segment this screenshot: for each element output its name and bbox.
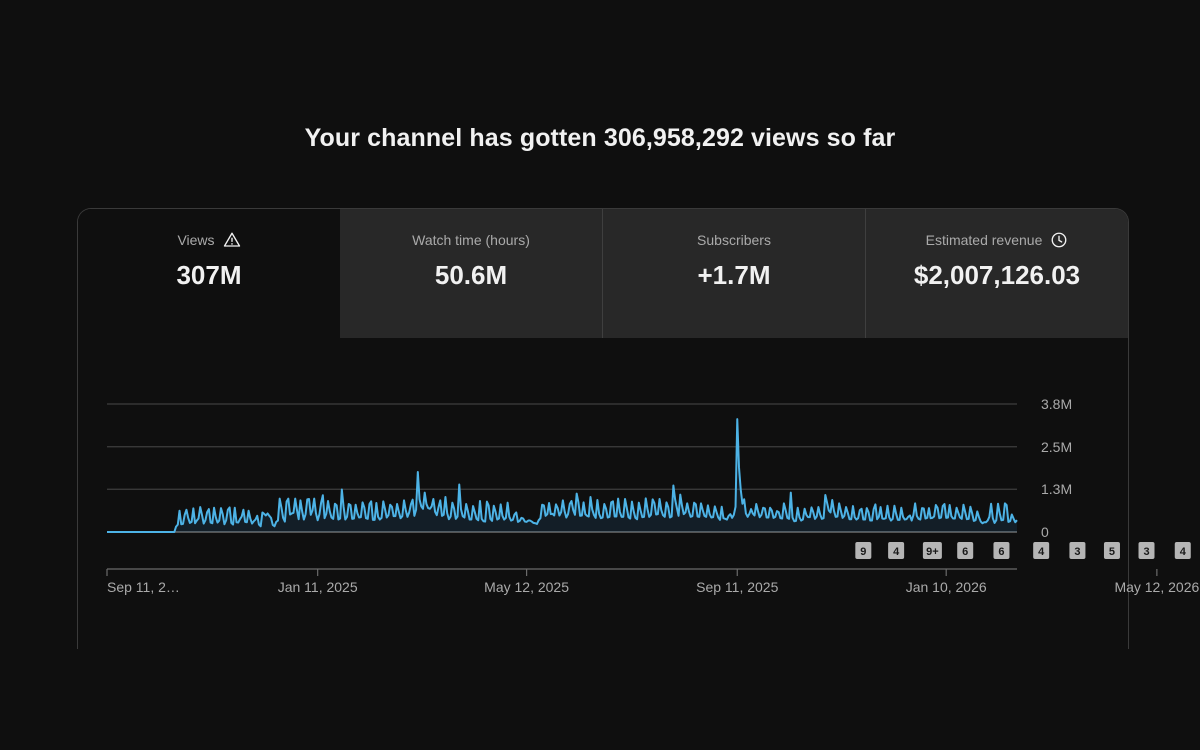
x-tick-label: May 12, 2026 [1114,579,1199,595]
event-badge[interactable]: 4 [1174,542,1191,559]
clock-icon[interactable] [1050,231,1068,249]
warning-icon[interactable] [223,231,241,249]
tab-label: Estimated revenue [925,232,1043,248]
tab-label: Watch time (hours) [412,232,530,248]
y-tick-label: 3.8M [1041,396,1072,412]
event-badge[interactable]: 3 [1069,542,1086,559]
x-tick-label: Jan 11, 2025 [278,579,358,595]
x-tick-label: Sep 11, 2025 [696,579,778,595]
x-tick-label: May 12, 2025 [484,579,569,595]
event-badge-label: 3 [1074,546,1080,558]
event-badge[interactable]: 6 [957,542,974,559]
event-badge[interactable]: 9+ [922,542,942,559]
x-tick-label: Sep 11, 2… [107,579,180,595]
metric-tabs: Views 307M Watch time (hours) 50.6M Subs… [78,209,1128,338]
tab-label: Views [177,232,215,248]
event-badge-label: 6 [962,546,968,558]
event-badge[interactable]: 3 [1138,542,1155,559]
tab-value: $2,007,126.03 [913,260,1081,290]
tab-estimated-revenue[interactable]: Estimated revenue $2,007,126.03 [865,209,1128,338]
page-headline: Your channel has gotten 306,958,292 view… [304,124,896,152]
series-line [107,418,1018,533]
tab-value: +1.7M [697,260,771,290]
x-tick-label: Jan 10, 2026 [906,579,987,595]
tab-value: 50.6M [434,260,508,290]
event-badge[interactable]: 4 [888,542,905,559]
event-badge-label: 5 [1109,546,1115,558]
event-badge[interactable]: 9 [855,542,872,559]
tab-subscribers[interactable]: Subscribers +1.7M [602,209,865,338]
event-badge-label: 9 [860,546,866,558]
event-badge[interactable]: 5 [1103,542,1120,559]
event-badge-label: 4 [1180,546,1187,558]
tab-label: Subscribers [697,232,771,248]
event-badge[interactable]: 6 [993,542,1010,559]
tab-watch-time[interactable]: Watch time (hours) 50.6M [340,209,602,338]
y-tick-label: 0 [1041,524,1049,540]
event-badge-label: 3 [1143,546,1149,558]
event-badge-label: 9+ [926,546,939,558]
event-badge-label: 4 [893,546,900,558]
tab-value: 307M [176,260,242,290]
event-badge[interactable]: 4 [1033,542,1050,559]
y-tick-label: 2.5M [1041,439,1072,455]
event-badge-label: 4 [1038,546,1045,558]
analytics-card: Views 307M Watch time (hours) 50.6M Subs… [77,208,1129,649]
event-badge-label: 6 [998,546,1004,558]
y-tick-label: 1.3M [1041,481,1072,497]
tab-views[interactable]: Views 307M [78,209,340,338]
